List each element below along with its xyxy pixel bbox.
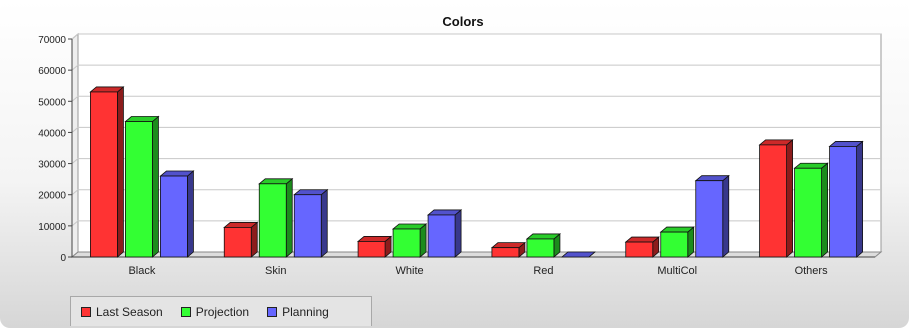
- x-tick-label: Skin: [265, 265, 286, 277]
- gridline: [71, 95, 881, 102]
- bar-top: [525, 233, 562, 240]
- bar-top: [293, 189, 329, 196]
- bar: [427, 214, 456, 258]
- bar-side: [722, 174, 730, 258]
- y-tick-label: 30000: [38, 160, 66, 171]
- bar-top: [560, 251, 597, 258]
- plot-area: 0 10000 20000 30000 40000 50000 60000 70000 Blac…: [38, 32, 883, 277]
- legend-swatch-planning: [267, 306, 278, 317]
- bar: [491, 247, 520, 258]
- bar-top: [124, 116, 160, 122]
- bar: [90, 91, 118, 258]
- bar-side: [320, 188, 328, 258]
- gridline: [71, 189, 881, 196]
- legend-swatch-projection: [180, 306, 191, 317]
- bar: [759, 144, 787, 258]
- y-tick-label: 0: [60, 253, 66, 264]
- x-tick-label: Red: [533, 265, 553, 277]
- gridline: [71, 158, 881, 164]
- bar: [625, 241, 654, 258]
- y-tick-label: 60000: [38, 66, 66, 77]
- bar-side: [454, 209, 462, 258]
- bar-side: [856, 140, 863, 258]
- bar: [293, 194, 322, 258]
- bar-side: [187, 170, 194, 258]
- bar: [526, 238, 555, 258]
- y-tick-label: 10000: [38, 222, 66, 233]
- bar-top: [490, 242, 527, 249]
- bar: [392, 228, 421, 258]
- legend-swatch-last-season: [81, 306, 91, 317]
- y-tick-label: 40000: [38, 128, 66, 139]
- bar-top: [624, 236, 660, 243]
- bar-side: [250, 221, 258, 258]
- bar-side: [419, 223, 427, 258]
- legend-label-planning: Planning: [282, 304, 329, 319]
- bar-side: [821, 162, 828, 258]
- bar-top: [426, 209, 463, 216]
- gridline: [71, 126, 881, 133]
- legend-item-last-season: Last Season: [81, 305, 163, 319]
- x-tick-label: MultiCol: [657, 265, 697, 277]
- bar-side: [117, 86, 124, 258]
- bar-side: [285, 177, 293, 258]
- bar: [794, 167, 822, 258]
- bar-top: [258, 178, 294, 185]
- bar-top: [223, 222, 259, 228]
- bar-top: [659, 226, 695, 233]
- gridline: [71, 220, 881, 227]
- bar-top: [391, 223, 428, 230]
- bar-top: [89, 86, 125, 93]
- bar-top: [356, 236, 393, 242]
- bar: [125, 121, 153, 258]
- bar-side: [786, 139, 793, 258]
- bar-top: [758, 139, 794, 146]
- bar-top: [159, 170, 195, 177]
- bar: [160, 175, 188, 258]
- x-tick-label: Black: [128, 265, 155, 277]
- bar: [223, 227, 252, 258]
- y-tick-label: 50000: [38, 97, 66, 108]
- chart-title: Colors: [442, 14, 483, 29]
- bar-top: [828, 141, 864, 147]
- bar: [829, 146, 857, 258]
- bar-top: [793, 162, 829, 169]
- legend-label-projection: Projection: [195, 304, 250, 319]
- x-tick-label: White: [396, 265, 424, 277]
- bar-top: [694, 175, 730, 182]
- x-tick-label: Others: [795, 265, 829, 277]
- bar: [357, 241, 386, 258]
- legend-item-projection: Projection: [180, 304, 250, 319]
- legend-item-planning: Planning: [267, 305, 329, 319]
- legend: Last Season Projection Planning: [70, 296, 372, 326]
- y-tick-label: 20000: [38, 191, 66, 202]
- y-tick-label: 70000: [38, 35, 66, 46]
- bar: [660, 231, 689, 258]
- bar: [695, 180, 724, 258]
- bar-side: [152, 115, 159, 258]
- gridline: [71, 33, 881, 40]
- bar: [258, 183, 287, 258]
- gridline: [71, 64, 881, 71]
- legend-label-last-season: Last Season: [96, 304, 163, 319]
